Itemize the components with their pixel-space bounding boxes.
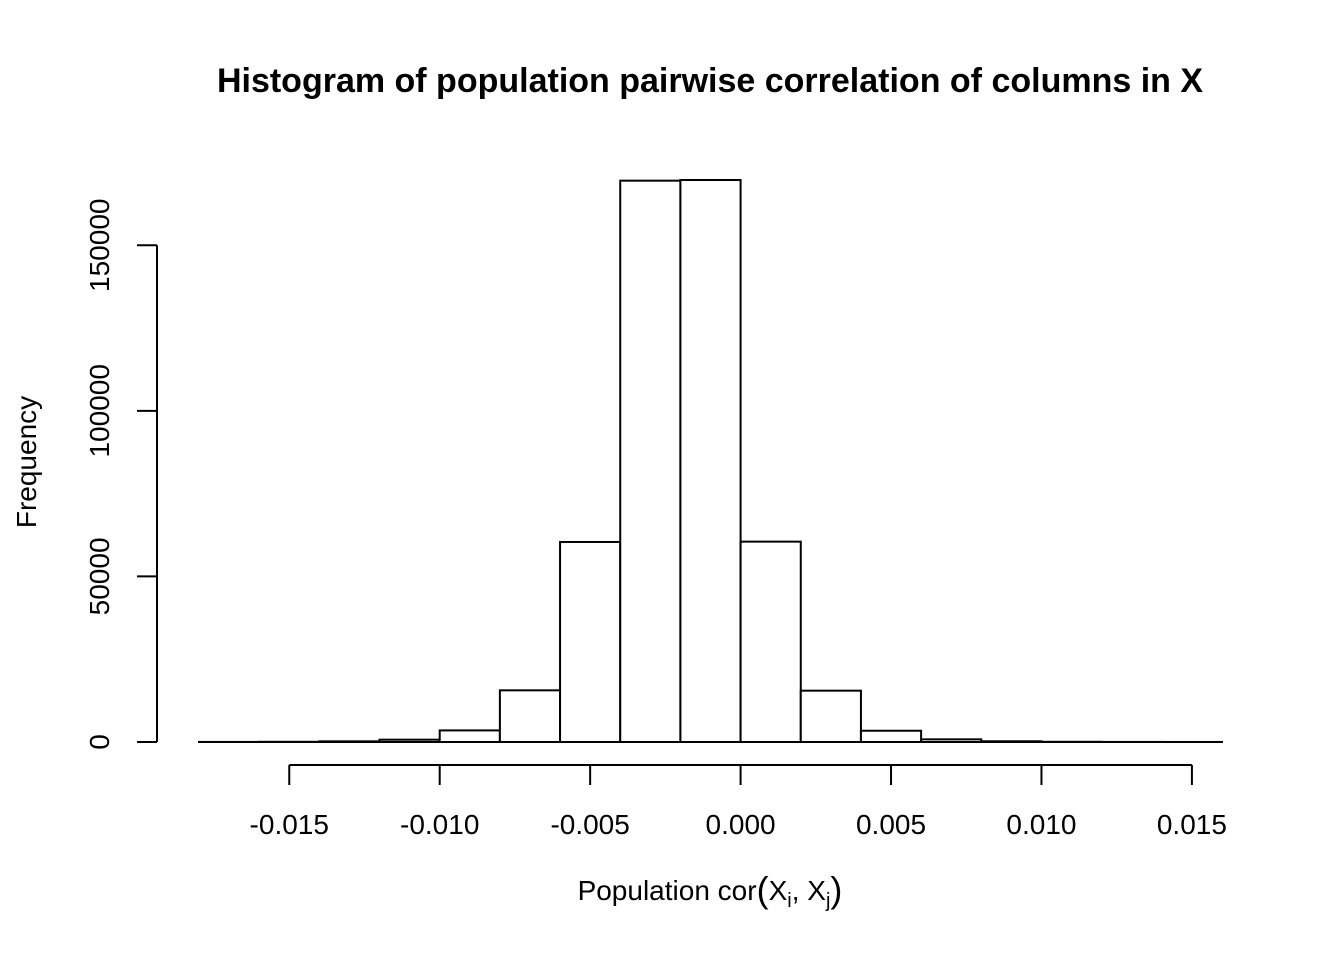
histogram-bar [679,179,742,743]
y-tick-label: 0 [84,734,115,750]
x-tick-label: 0.000 [706,809,776,840]
x-tick-label: 0.005 [856,809,926,840]
histogram-bar [859,729,923,743]
y-tick-label: 100000 [84,364,115,457]
histogram-bar [438,729,501,743]
x-tick-label: -0.015 [250,809,329,840]
x-axis-label: Population cor(Xi, Xj) [578,869,843,912]
x-axis: -0.015 -0.010 -0.005 0.000 0.005 0.010 0.015 [250,764,1227,840]
x-tick-label: 0.010 [1006,809,1076,840]
y-tick-label: 50000 [84,537,115,615]
x-tick-label: -0.005 [550,809,629,840]
y-tick-label: 150000 [84,199,115,292]
chart-title: Histogram of population pairwise correla… [217,62,1203,100]
histogram-bars [198,179,1223,744]
histogram-bar [739,540,802,744]
y-axis: 0 50000 100000 150000 [84,199,158,750]
histogram-bar [498,689,562,743]
histogram-bar [799,689,862,743]
x-tick-label: 0.015 [1157,809,1227,840]
histogram-bar [619,179,682,743]
histogram-bar [559,540,622,744]
x-tick-label: -0.010 [400,809,479,840]
y-axis-label: Frequency [11,396,42,528]
